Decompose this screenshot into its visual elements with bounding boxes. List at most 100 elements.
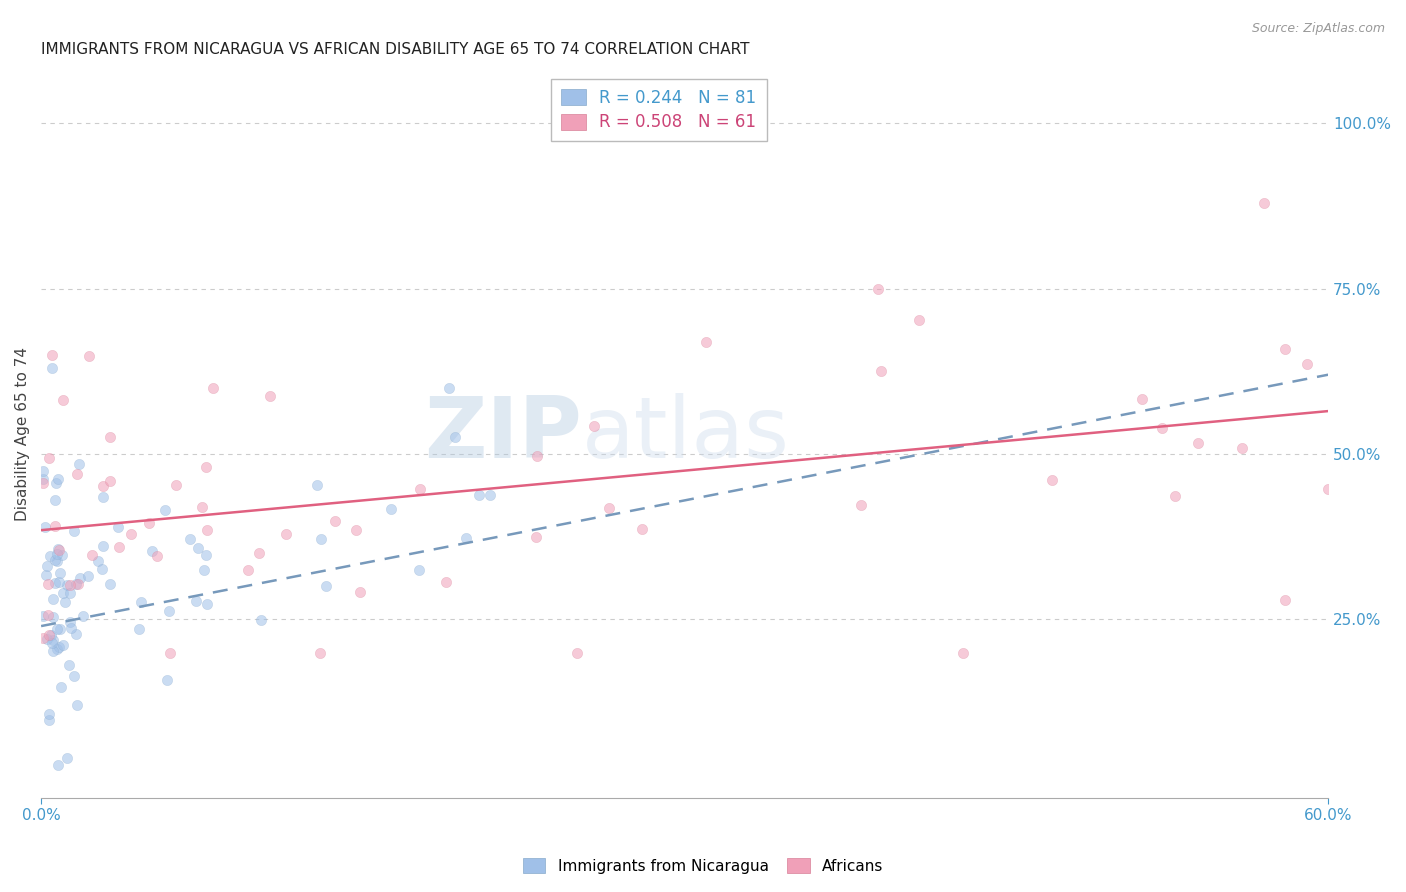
Point — [952, 646, 974, 660]
Point — [157, 604, 180, 618]
Point — [437, 381, 460, 395]
Point — [695, 334, 717, 349]
Point — [66, 577, 89, 591]
Point — [59, 578, 82, 592]
Point — [56, 751, 79, 765]
Point — [195, 548, 218, 562]
Point — [1130, 392, 1153, 407]
Point — [630, 523, 652, 537]
Point — [87, 554, 110, 568]
Point — [1274, 342, 1296, 356]
Point — [194, 459, 217, 474]
Point — [869, 363, 891, 377]
Point — [38, 713, 60, 727]
Point — [866, 282, 889, 296]
Point — [98, 474, 121, 488]
Point — [179, 532, 201, 546]
Point — [67, 457, 90, 471]
Point — [34, 520, 56, 534]
Point — [53, 595, 76, 609]
Point — [349, 585, 371, 599]
Point — [1187, 436, 1209, 450]
Point — [48, 542, 70, 557]
Point — [56, 578, 79, 592]
Point — [38, 706, 60, 721]
Point — [165, 478, 187, 492]
Point — [44, 519, 66, 533]
Point — [42, 592, 65, 607]
Point — [69, 571, 91, 585]
Point — [45, 475, 67, 490]
Point — [51, 548, 73, 562]
Point — [107, 540, 129, 554]
Point — [526, 450, 548, 464]
Point — [276, 527, 298, 541]
Point — [63, 668, 86, 682]
Point — [77, 349, 100, 363]
Text: ZIP: ZIP — [425, 392, 582, 475]
Point — [37, 607, 59, 622]
Point — [65, 577, 87, 591]
Point — [479, 488, 502, 502]
Point — [39, 628, 62, 642]
Point — [44, 493, 66, 508]
Point — [346, 523, 368, 537]
Point — [1317, 482, 1340, 496]
Point — [107, 520, 129, 534]
Point — [52, 393, 75, 408]
Point — [48, 640, 70, 654]
Point — [598, 500, 620, 515]
Point — [1295, 357, 1317, 371]
Point — [42, 609, 65, 624]
Point — [156, 673, 179, 687]
Point — [380, 501, 402, 516]
Point — [77, 569, 100, 583]
Point — [42, 633, 65, 648]
Point — [35, 632, 58, 646]
Point — [1152, 421, 1174, 435]
Point — [138, 516, 160, 531]
Y-axis label: Disability Age 65 to 74: Disability Age 65 to 74 — [15, 347, 30, 521]
Point — [65, 626, 87, 640]
Point — [309, 532, 332, 546]
Point — [32, 464, 55, 478]
Point — [41, 635, 63, 649]
Point — [141, 543, 163, 558]
Point — [1232, 441, 1254, 455]
Point — [49, 680, 72, 694]
Point — [52, 639, 75, 653]
Point — [146, 549, 169, 563]
Point — [46, 542, 69, 557]
Point — [153, 502, 176, 516]
Point — [323, 514, 346, 528]
Point — [91, 562, 114, 576]
Point — [37, 559, 59, 574]
Point — [35, 568, 58, 582]
Point — [468, 488, 491, 502]
Point — [48, 473, 70, 487]
Point — [58, 586, 80, 600]
Point — [307, 478, 329, 492]
Point — [41, 361, 63, 376]
Point — [309, 646, 332, 660]
Point — [80, 548, 103, 562]
Point — [58, 658, 80, 673]
Point — [46, 622, 69, 636]
Point — [91, 479, 114, 493]
Point — [193, 563, 215, 577]
Point — [41, 348, 63, 362]
Point — [98, 577, 121, 591]
Point — [49, 566, 72, 580]
Point — [129, 595, 152, 609]
Point — [567, 646, 589, 660]
Point — [98, 429, 121, 443]
Point — [187, 541, 209, 556]
Text: atlas: atlas — [582, 392, 790, 475]
Point — [197, 598, 219, 612]
Point — [1253, 195, 1275, 210]
Point — [45, 547, 67, 561]
Point — [524, 530, 547, 544]
Point — [444, 430, 467, 444]
Point — [583, 418, 606, 433]
Point — [128, 622, 150, 636]
